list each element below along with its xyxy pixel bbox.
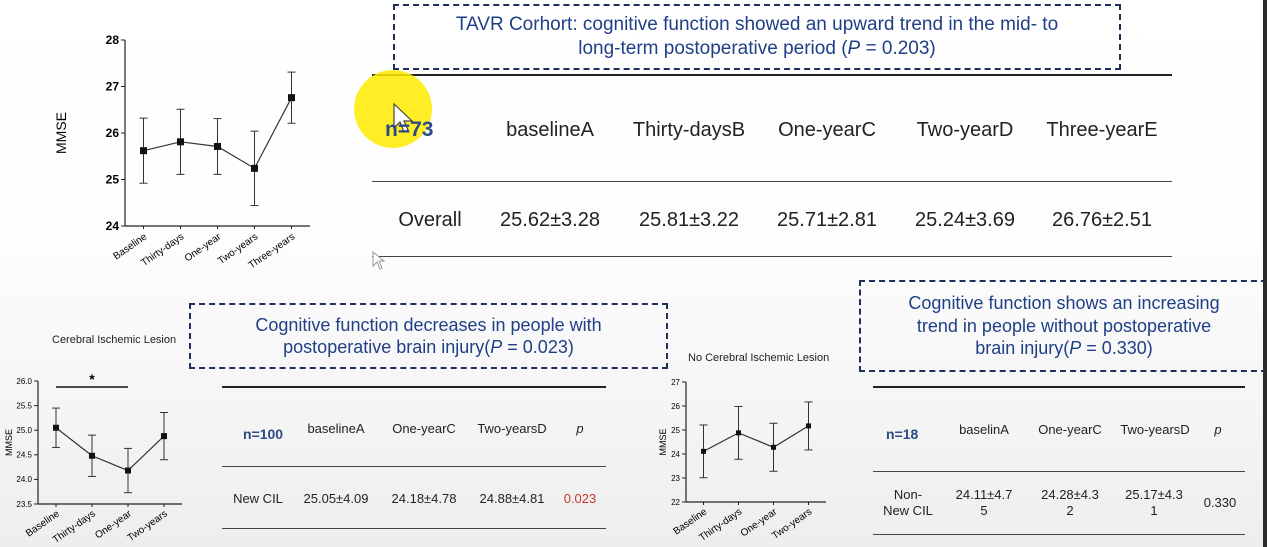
table-cil-top-rule <box>222 386 606 388</box>
chart-cil-title: Cerebral Ischemic Lesion <box>52 334 177 346</box>
data-point <box>214 142 221 150</box>
callout-cil-line1: Cognitive function decreases in people w… <box>255 314 602 335</box>
data-point <box>806 423 811 429</box>
data-point <box>177 138 184 146</box>
table-nocil-p-value: 0.330 <box>1203 495 1237 510</box>
callout-tavr-cohort: TAVR Corhort: cognitive function showed … <box>393 4 1121 70</box>
y-tick-label: 27 <box>671 378 680 387</box>
table-cil-n: n=100 <box>243 426 284 442</box>
table-cil-cell: 24.88±4.81 <box>479 491 545 506</box>
table-nocil-mid-rule <box>873 471 1245 472</box>
table-nocil-cell: 24.11±4.7 5 <box>955 487 1013 518</box>
data-point <box>771 444 776 450</box>
window-edge <box>1263 0 1267 547</box>
table-cil-row-label: New CIL <box>233 491 283 506</box>
x-tick-label: Two-years <box>770 506 814 541</box>
y-tick-label: 23.5 <box>16 500 32 509</box>
table-main-header: Two-yearD <box>916 119 1014 141</box>
table-cil-p-value: 0.023 <box>563 491 597 506</box>
table-nocil-bottom-rule <box>873 534 1245 535</box>
table-cil-header: One-yearC <box>392 421 456 436</box>
table-main-cell: 25.81±3.22 <box>639 209 739 231</box>
data-point <box>53 424 59 431</box>
y-axis-label: MMSE <box>53 112 69 154</box>
table-main-header: baselineA <box>506 119 594 141</box>
table-main-n: n=73 <box>385 118 434 141</box>
y-axis-label: MMSE <box>4 429 14 456</box>
callout-cil-line2: postoperative brain injury(P = 0.023) <box>283 337 574 357</box>
table-nocil-top-rule <box>873 386 1245 388</box>
data-point <box>251 164 258 172</box>
series-line <box>55 427 165 472</box>
table-main-cell: 26.76±2.51 <box>1052 209 1152 231</box>
mouse-pointer-icon <box>393 102 414 133</box>
callout-tavr-line1: TAVR Corhort: cognitive function showed … <box>455 14 1059 36</box>
data-point <box>288 94 295 102</box>
y-tick-label: 27 <box>106 80 120 94</box>
series-line <box>703 425 809 452</box>
y-tick-label: 28 <box>106 33 120 47</box>
y-tick-label: 26.0 <box>16 377 32 386</box>
table-cil-header: baselineA <box>307 421 365 436</box>
table-main-cell: 25.62±3.28 <box>500 209 600 231</box>
y-tick-label: 25.0 <box>16 426 32 435</box>
data-point <box>140 147 147 155</box>
data-point <box>736 430 741 436</box>
table-main-header: One-yearC <box>778 119 876 141</box>
callout-nocil-line3: brain injury(P = 0.330) <box>975 338 1153 359</box>
table-cil-header: Two-yearsD <box>477 421 547 436</box>
table-main-cell: 25.24±3.69 <box>915 209 1015 231</box>
table-main-cell: 25.71±2.81 <box>777 209 877 231</box>
y-tick-label: 26 <box>671 402 680 411</box>
table-nocil-header: baselinA <box>959 422 1009 437</box>
x-tick-label: Two-years <box>126 508 170 543</box>
chart-overall-mmse: 2425262728BaselineThirty-daysOne-yearTwo… <box>53 33 310 271</box>
mouse-pointer-ghost-icon <box>372 250 386 270</box>
data-point <box>89 452 95 459</box>
table-main-mid-rule <box>372 181 1172 182</box>
significance-star: * <box>89 371 95 387</box>
y-tick-label: 22 <box>671 498 680 507</box>
table-nocil-header-p: p <box>1214 422 1222 437</box>
callout-no-cil: Cognitive function shows an increasing t… <box>859 280 1267 372</box>
y-axis-label: MMSE <box>658 429 668 456</box>
y-tick-label: 25.5 <box>16 401 32 410</box>
data-point <box>701 448 706 454</box>
y-tick-label: 24 <box>106 219 120 233</box>
table-nocil-header: One-yearC <box>1038 422 1102 437</box>
table-main-row-label: Overall <box>398 209 462 231</box>
cursor-highlight <box>354 70 432 148</box>
table-cil-header-p: p <box>576 421 584 436</box>
table-main-top-rule <box>372 74 1172 76</box>
table-cil-cell: 25.05±4.09 <box>303 491 369 506</box>
table-main-bottom-rule <box>372 256 1172 257</box>
callout-nocil-line1: Cognitive function shows an increasing <box>908 293 1220 314</box>
table-main-header: Thirty-daysB <box>632 119 746 141</box>
table-nocil-header: Two-yearsD <box>1120 422 1190 437</box>
table-nocil-cell: 24.28±4.3 2 <box>1041 487 1099 518</box>
y-tick-label: 24.5 <box>16 451 32 460</box>
table-cil-mid-rule <box>222 466 606 467</box>
table-main-header: Three-yearE <box>1046 119 1158 141</box>
data-point <box>161 433 167 440</box>
y-tick-label: 24.0 <box>16 475 32 484</box>
y-tick-label: 25 <box>671 426 680 435</box>
chart-nocil-title: No Cerebral Ischemic Lesion <box>688 352 830 364</box>
table-nocil-n: n=18 <box>886 426 919 442</box>
callout-tavr-line2: long-term postoperative period (P = 0.20… <box>578 38 936 59</box>
chart-cil-mmse: 23.524.024.525.025.526.0BaselineThirty-d… <box>4 371 182 546</box>
y-tick-label: 26 <box>106 126 120 140</box>
chart-nocil-mmse: 222324252627BaselineThirty-daysOne-yearT… <box>658 378 826 544</box>
callout-nocil-line2: trend in people without postoperative <box>916 315 1212 336</box>
callout-cil: Cognitive function decreases in people w… <box>189 303 668 369</box>
table-nocil-cell: 25.17±4.3 1 <box>1125 487 1183 518</box>
y-tick-label: 24 <box>671 450 680 459</box>
table-cil-cell: 24.18±4.78 <box>391 491 457 506</box>
table-cil-bottom-rule <box>222 528 606 529</box>
table-nocil-row-label: Non- New CIL <box>883 487 933 518</box>
y-tick-label: 25 <box>106 173 120 187</box>
y-tick-label: 23 <box>671 474 680 483</box>
data-point <box>125 467 131 474</box>
